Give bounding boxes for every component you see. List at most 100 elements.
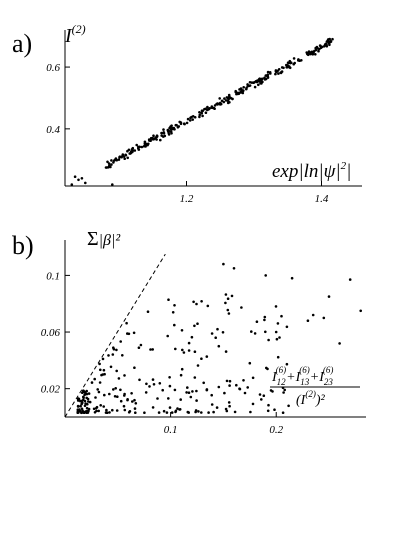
panel-a-xlabel-post: | <box>346 161 351 182</box>
panel-b-point <box>128 410 132 413</box>
panel-a-xlabel-sup: 2 <box>341 160 347 172</box>
panel-a-point <box>174 123 178 127</box>
panel-b-point <box>285 325 289 329</box>
panel-b-point <box>96 388 99 391</box>
panel-a-point <box>318 44 322 47</box>
panel-b-xlabel-numerator: I12(6)+I13(6)+I23(6) <box>271 365 333 387</box>
panel-a-point <box>110 163 113 166</box>
panel-b-point <box>85 389 88 393</box>
panel-b-point <box>157 411 161 414</box>
panel-b-point <box>248 361 252 365</box>
panel-b-point <box>287 404 290 408</box>
panel-a-ylabel: I(2) <box>64 22 86 47</box>
panel-b-point <box>93 377 96 381</box>
panel-b-point <box>167 298 170 302</box>
panel-b-point <box>210 403 214 406</box>
panel-a-point <box>269 72 272 75</box>
panel-a-point <box>169 125 172 128</box>
panel-b-point <box>94 396 97 399</box>
panel-b-point <box>130 392 133 395</box>
panel-b-point <box>242 379 245 382</box>
panel-a-point <box>326 39 330 42</box>
panel-a-point <box>328 41 332 44</box>
panel-a-point <box>242 86 245 89</box>
panel-a-ylabel-sup: (2) <box>72 22 86 36</box>
panel-a-point <box>235 92 238 96</box>
panel-a-point <box>248 84 252 87</box>
panel-b-point <box>253 332 257 335</box>
panel-a-point <box>306 52 309 56</box>
panel-b-point <box>216 327 219 331</box>
panel-a-point <box>110 159 113 162</box>
panel-b-point <box>174 410 177 414</box>
panel-b-point <box>273 408 276 412</box>
panel-b-point <box>98 362 101 366</box>
panel-a-point <box>159 138 162 142</box>
panel-b-points <box>76 262 363 415</box>
num-i12: I <box>271 370 278 385</box>
panel-b-point <box>217 344 221 348</box>
panel-b-point <box>180 329 184 332</box>
panel-b-point <box>195 389 198 393</box>
panel-b-point <box>240 306 243 309</box>
panel-b-point <box>186 410 190 414</box>
panel-a-point <box>314 53 317 56</box>
panel-a: a) I(2) 1.2 1.4 0.4 0.6 exp|ln|ψ|2| <box>12 22 362 205</box>
panel-a-ytick-label: 0.6 <box>46 62 60 74</box>
panel-a-point <box>155 135 159 139</box>
panel-a-point <box>179 121 183 124</box>
panel-b-point <box>194 410 197 414</box>
panel-b-point <box>267 403 270 407</box>
panel-b-point <box>264 330 267 334</box>
panel-b-point <box>193 376 197 379</box>
panel-b-point <box>168 384 172 388</box>
panel-a-point <box>210 106 214 109</box>
panel-a-point <box>77 178 80 182</box>
panel-a-point <box>122 155 126 158</box>
panel-b-point <box>149 348 152 351</box>
panel-b-point <box>249 410 252 414</box>
panel-a-point <box>200 112 203 115</box>
panel-b-point <box>283 388 287 392</box>
panel-b-point <box>196 322 199 326</box>
panel-a-points <box>70 37 334 186</box>
panel-a-point <box>191 115 195 118</box>
panel-a-point <box>317 49 320 53</box>
panel-b-point <box>144 391 148 394</box>
panel-b-point <box>139 343 143 347</box>
panel-b-ylabel-sigma: Σ <box>87 228 99 250</box>
panel-a-point <box>106 160 109 164</box>
panel-a-point <box>182 122 186 125</box>
panel-b-point <box>238 387 242 391</box>
panel-b-point <box>79 404 82 408</box>
panel-b-point <box>76 408 80 412</box>
panel-b-point <box>121 354 124 357</box>
panel-b-point <box>86 410 90 414</box>
panel-b-point <box>123 408 127 412</box>
panel-b-point <box>322 316 326 320</box>
panel-a-point <box>257 80 261 83</box>
panel-a-point <box>104 166 108 169</box>
panel-b-point <box>95 409 98 413</box>
panel-b-point <box>97 390 101 394</box>
panel-a-point <box>246 84 250 88</box>
panel-a-point <box>160 134 163 137</box>
panel-b-point <box>210 332 214 335</box>
panel-b-point <box>102 368 106 372</box>
panel-a-point <box>152 134 155 137</box>
panel-a-point <box>253 85 257 89</box>
panel-b-point <box>207 411 210 414</box>
panel-a-point <box>311 53 315 56</box>
panel-b-point <box>338 342 341 345</box>
panel-b-point <box>290 276 294 280</box>
panel-b-point <box>80 402 83 406</box>
panel-b-point <box>276 322 280 325</box>
panel-b-point <box>166 334 169 338</box>
panel-b-point <box>327 295 331 298</box>
num-i13: I <box>295 370 302 385</box>
panel-b-ytick-label: 0.02 <box>41 384 61 396</box>
den-post: )² <box>315 393 326 408</box>
panel-a-point <box>250 81 254 84</box>
panel-b-point <box>222 262 225 266</box>
